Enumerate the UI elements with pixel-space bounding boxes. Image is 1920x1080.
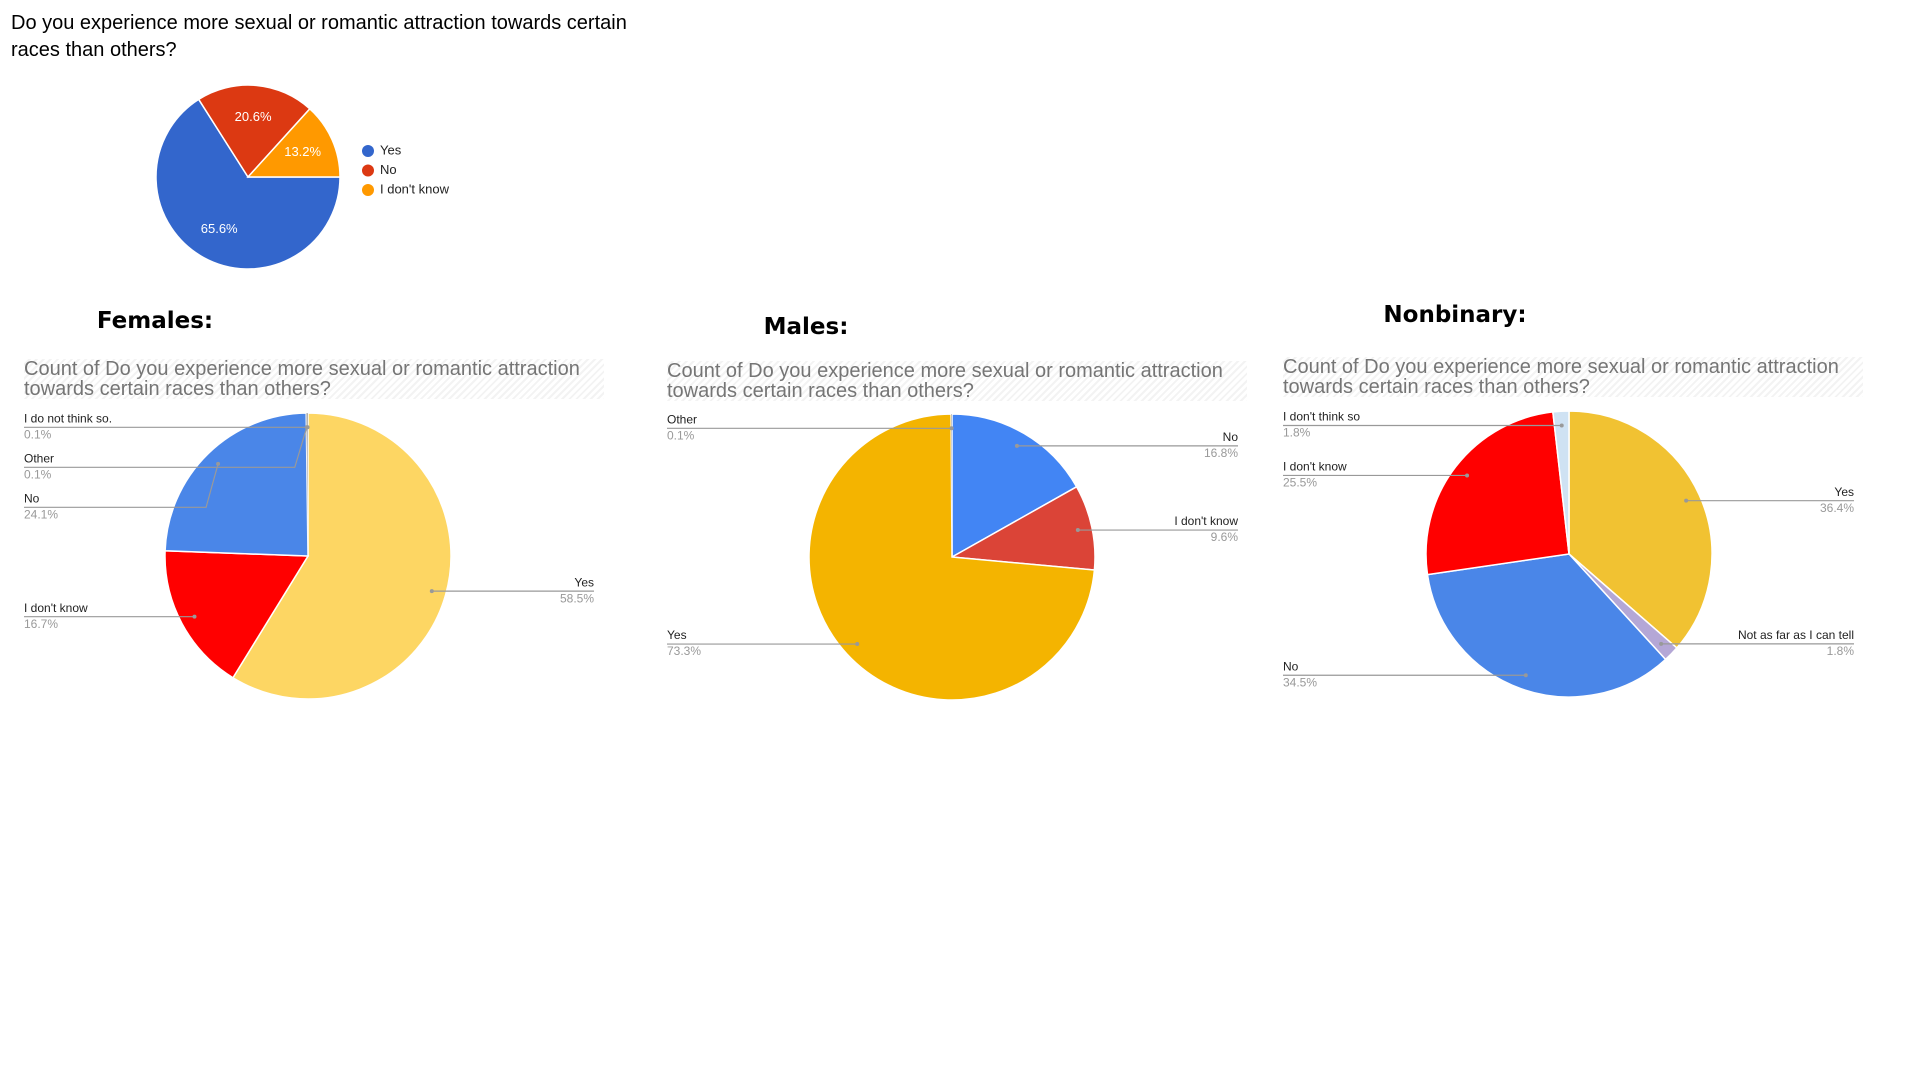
slice-label: I don't know	[24, 601, 88, 615]
legend-marker	[362, 164, 374, 177]
slice-label: Not as far as I can tell	[1738, 628, 1854, 642]
pie-slice	[306, 412, 309, 557]
leader-line	[24, 463, 219, 508]
data-label: 16.7%	[24, 617, 58, 631]
pie-slice	[1552, 410, 1570, 555]
leader-line	[24, 427, 308, 468]
data-label: 0.1%	[667, 428, 695, 442]
pie-slice	[1426, 553, 1667, 698]
leader-dot	[1684, 498, 1689, 503]
legend-label: I don't know	[380, 181, 450, 196]
pie-slice	[949, 485, 1096, 571]
pie-slice	[1425, 411, 1570, 576]
data-label: 73.3%	[667, 644, 701, 658]
slice-label: I don't know	[1283, 460, 1347, 474]
leader-dot	[1014, 443, 1019, 448]
leader-dot	[216, 461, 221, 466]
pie-slice	[197, 84, 311, 179]
leader-dot	[192, 614, 197, 619]
leader-dot	[855, 642, 860, 647]
pie-slice	[1568, 410, 1713, 649]
data-label: 36.4%	[1820, 501, 1854, 515]
pie-slice	[808, 413, 1096, 701]
data-label: 58.5%	[560, 591, 594, 605]
pie-slice	[246, 107, 341, 178]
slice-label: I do not think so.	[24, 411, 112, 425]
leader-dot	[429, 589, 434, 594]
leader-dot	[1659, 641, 1664, 646]
data-label: 0.1%	[24, 427, 52, 441]
pie-slice	[231, 412, 452, 700]
leader-dot	[304, 425, 309, 430]
slice-label: Other	[24, 451, 54, 465]
legend-label: No	[380, 162, 397, 177]
pie-slice	[164, 412, 309, 557]
chart-title: Do you experience more sexual or romanti…	[11, 12, 627, 61]
slice-label: No	[1223, 430, 1239, 444]
slice-label: Yes	[574, 575, 594, 589]
data-label: 16.8%	[1204, 446, 1238, 460]
slice-label: Yes	[667, 628, 687, 642]
leader-dot	[1465, 473, 1470, 478]
leader-dot	[1075, 528, 1080, 533]
data-label: 24.1%	[24, 507, 58, 521]
leader-dot	[949, 426, 954, 431]
pie-slice	[951, 413, 1078, 559]
legend-label: Yes	[380, 142, 402, 157]
data-label: 34.5%	[1283, 675, 1317, 689]
slice-label: No	[24, 491, 40, 505]
data-label: 1.8%	[1827, 644, 1855, 658]
data-label: 25.5%	[1283, 476, 1317, 490]
chart-title: Count of Do you experience more sexual o…	[24, 359, 604, 399]
chart-title: Count of Do you experience more sexual o…	[667, 361, 1247, 401]
slice-label: Other	[667, 412, 697, 426]
data-label: 1.8%	[1283, 426, 1311, 440]
data-label: 20.6%	[235, 109, 272, 124]
chart-heading: Nonbinary:	[1383, 302, 1527, 328]
data-label: 65.6%	[201, 221, 238, 236]
chart-title: Count of Do you experience more sexual o…	[1283, 357, 1863, 397]
chart-heading: Males:	[763, 314, 849, 340]
pie-slice	[950, 413, 953, 558]
pie-slice	[164, 550, 310, 679]
leader-dot	[1559, 423, 1564, 428]
data-label: 9.6%	[1211, 530, 1239, 544]
chart-heading: Females:	[96, 308, 214, 334]
legend-marker	[362, 145, 374, 157]
data-label: 13.2%	[284, 144, 321, 159]
slice-label: Yes	[1834, 485, 1854, 499]
pie-slice	[155, 98, 341, 270]
slice-label: I don't think so	[1283, 410, 1360, 424]
data-label: 0.1%	[24, 467, 52, 481]
legend-marker	[362, 184, 374, 196]
leader-dot	[1523, 673, 1528, 678]
slice-label: No	[1283, 659, 1299, 673]
slice-label: I don't know	[1174, 514, 1238, 528]
